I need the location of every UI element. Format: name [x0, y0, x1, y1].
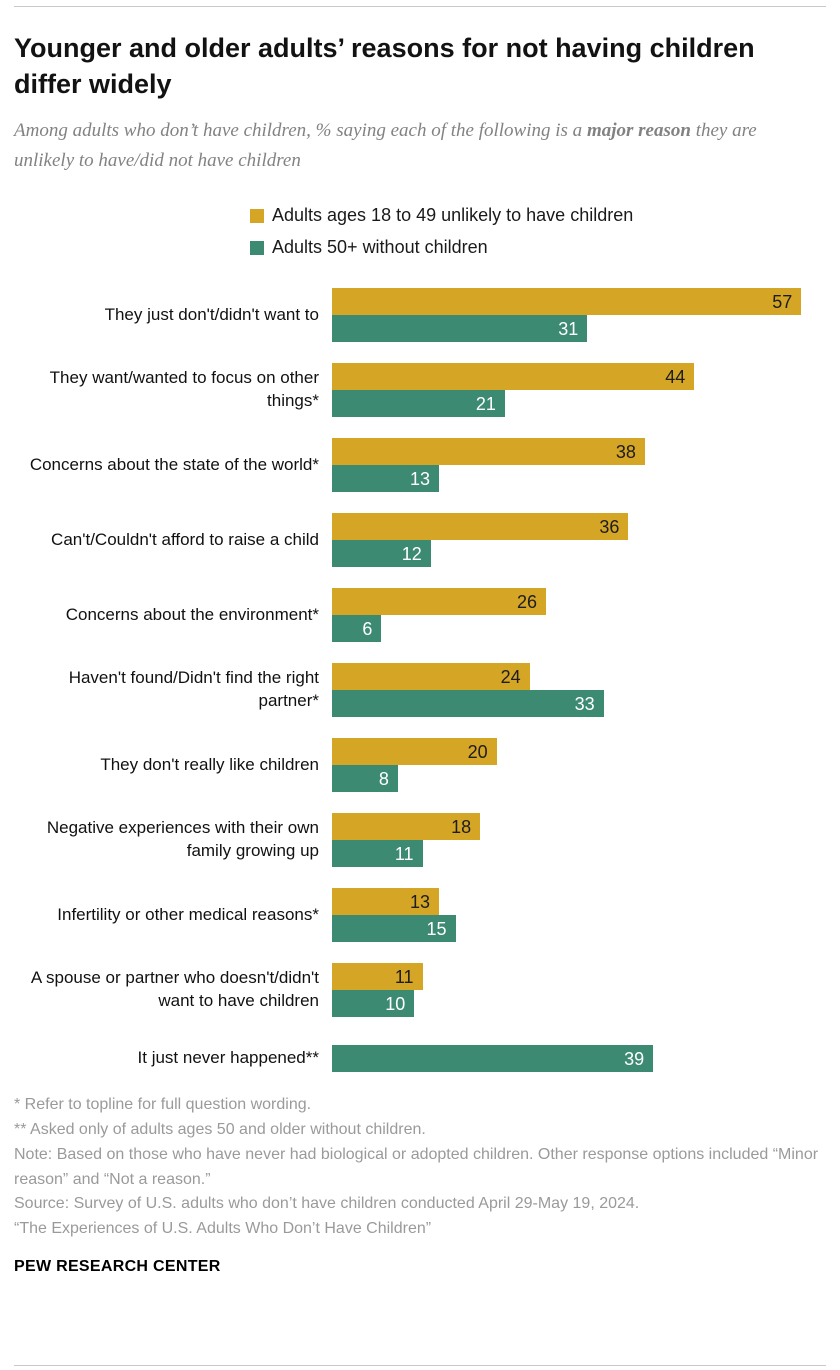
category-label: Can't/Couldn't afford to raise a child	[51, 529, 319, 549]
bar-value-label: 13	[410, 468, 431, 489]
subtitle-prefix: Among adults who don’t have children, % …	[14, 120, 587, 142]
bar: 57	[332, 288, 802, 316]
bar: 6	[332, 615, 382, 643]
bar-value-label: 44	[665, 366, 686, 387]
bar: 36	[332, 513, 629, 541]
bar-group: 13 15	[332, 888, 826, 943]
bar-value-label: 31	[558, 318, 579, 339]
category-label: Haven't found/Didn't find the right part…	[68, 668, 319, 711]
category-label: It just never happened**	[137, 1048, 319, 1068]
chart-subtitle: Among adults who don’t have children, % …	[14, 116, 774, 175]
chart-row: Haven't found/Didn't find the right part…	[14, 663, 826, 718]
bar: 13	[332, 888, 440, 916]
bar: 8	[332, 765, 398, 793]
bottom-border	[14, 1365, 826, 1366]
bar-value-label: 8	[378, 768, 389, 789]
bar-group: 44 21	[332, 363, 826, 418]
category-label: Concerns about the state of the world*	[29, 454, 319, 474]
bar: 24	[332, 663, 530, 691]
pew-research-center-label: PEW RESEARCH CENTER	[14, 1257, 221, 1275]
chart-row: A spouse or partner who doesn't/didn't w…	[14, 963, 826, 1018]
bar: 44	[332, 363, 695, 391]
legend: Adults ages 18 to 49 unlikely to have ch…	[250, 205, 826, 258]
category-label: They want/wanted to focus on other thing…	[49, 368, 319, 411]
category-label: Infertility or other medical reasons*	[57, 904, 319, 924]
legend-swatch-gold-icon	[250, 208, 264, 223]
bar-group: 18 11	[332, 813, 826, 868]
bar-group: 38 13	[332, 438, 826, 493]
legend-item-ages-50-plus: Adults 50+ without children	[250, 237, 826, 258]
chart-title: Younger and older adults’ reasons for no…	[14, 33, 755, 99]
bar-group: 20 8	[332, 738, 826, 793]
legend-item-ages-18-49: Adults ages 18 to 49 unlikely to have ch…	[250, 205, 826, 226]
bar-value-label: 36	[599, 516, 620, 537]
chart-row: They just don't/didn't want to 57 31	[14, 288, 826, 343]
bar: 15	[332, 915, 456, 943]
bar-value-label: 18	[451, 816, 472, 837]
bar: 38	[332, 438, 645, 466]
bar-value-label: 12	[401, 543, 422, 564]
bar-value-label: 24	[500, 666, 521, 687]
chart-row: Concerns about the environment* 26 6	[14, 588, 826, 643]
bar: 33	[332, 690, 604, 718]
bar-value-label: 11	[394, 966, 414, 987]
bar: 18	[332, 813, 481, 841]
chart-row: It just never happened** 39	[14, 1045, 826, 1073]
bar: 31	[332, 315, 588, 343]
bar-value-label: 26	[517, 591, 538, 612]
chart-row: Infertility or other medical reasons* 13 1…	[14, 888, 826, 943]
footnotes: * Refer to topline for full question wor…	[14, 1093, 826, 1242]
bar: 39	[332, 1045, 654, 1073]
bar: 26	[332, 588, 547, 616]
bar: 11	[332, 840, 423, 868]
chart-row: They want/wanted to focus on other thing…	[14, 363, 826, 418]
bar-value-label: 20	[467, 741, 488, 762]
legend-label: Adults ages 18 to 49 unlikely to have ch…	[272, 205, 634, 226]
bar-value-label: 13	[410, 891, 431, 912]
report-title-text: “The Experiences of U.S. Adults Who Don’…	[14, 1220, 432, 1238]
footnote-double-asterisk: ** Asked only of adults ages 50 and olde…	[14, 1120, 426, 1138]
bar-value-label: 57	[772, 291, 793, 312]
page: Younger and older adults’ reasons for no…	[0, 6, 840, 1370]
footnote-asterisk: * Refer to topline for full question wor…	[14, 1096, 312, 1114]
bar-value-label: 38	[615, 441, 636, 462]
bar: 21	[332, 390, 505, 418]
subtitle-suffix: they are unlikely to have/did not have c…	[14, 120, 757, 171]
category-label: They just don't/didn't want to	[104, 304, 319, 324]
bar: 11	[332, 963, 423, 991]
bar: 12	[332, 540, 431, 568]
legend-label: Adults 50+ without children	[272, 237, 488, 258]
bar-group: 39	[332, 1045, 826, 1073]
bar: 20	[332, 738, 497, 766]
top-border	[14, 6, 826, 7]
source-text: Source: Survey of U.S. adults who don’t …	[14, 1195, 640, 1213]
bar-group: 57 31	[332, 288, 826, 343]
bar-group: 26 6	[332, 588, 826, 643]
bar-value-label: 11	[394, 843, 414, 864]
category-label: A spouse or partner who doesn't/didn't w…	[30, 968, 319, 1011]
category-label: Concerns about the environment*	[65, 604, 319, 624]
bar-value-label: 15	[426, 918, 447, 939]
note-text: Note: Based on those who have never had …	[14, 1145, 819, 1188]
bar-group: 24 33	[332, 663, 826, 718]
category-label: Negative experiences with their own fami…	[46, 818, 319, 861]
bar-chart: They just don't/didn't want to 57 31 They w…	[14, 288, 826, 1073]
legend-swatch-teal-icon	[250, 240, 264, 255]
bar-value-label: 39	[624, 1048, 645, 1069]
chart-row: Negative experiences with their own fami…	[14, 813, 826, 868]
bar: 10	[332, 990, 415, 1018]
bar-value-label: 6	[362, 618, 373, 639]
bar-group: 11 10	[332, 963, 826, 1018]
chart-row: Can't/Couldn't afford to raise a child 36…	[14, 513, 826, 568]
chart-row: Concerns about the state of the world* 38…	[14, 438, 826, 493]
bar-value-label: 21	[475, 393, 496, 414]
chart-row: They don't really like children 20 8	[14, 738, 826, 793]
subtitle-bold: major reason	[586, 120, 691, 142]
bar-value-label: 33	[574, 693, 595, 714]
bar-value-label: 10	[385, 993, 406, 1014]
bar: 13	[332, 465, 440, 493]
category-label: They don't really like children	[100, 754, 319, 774]
bar-group: 36 12	[332, 513, 826, 568]
